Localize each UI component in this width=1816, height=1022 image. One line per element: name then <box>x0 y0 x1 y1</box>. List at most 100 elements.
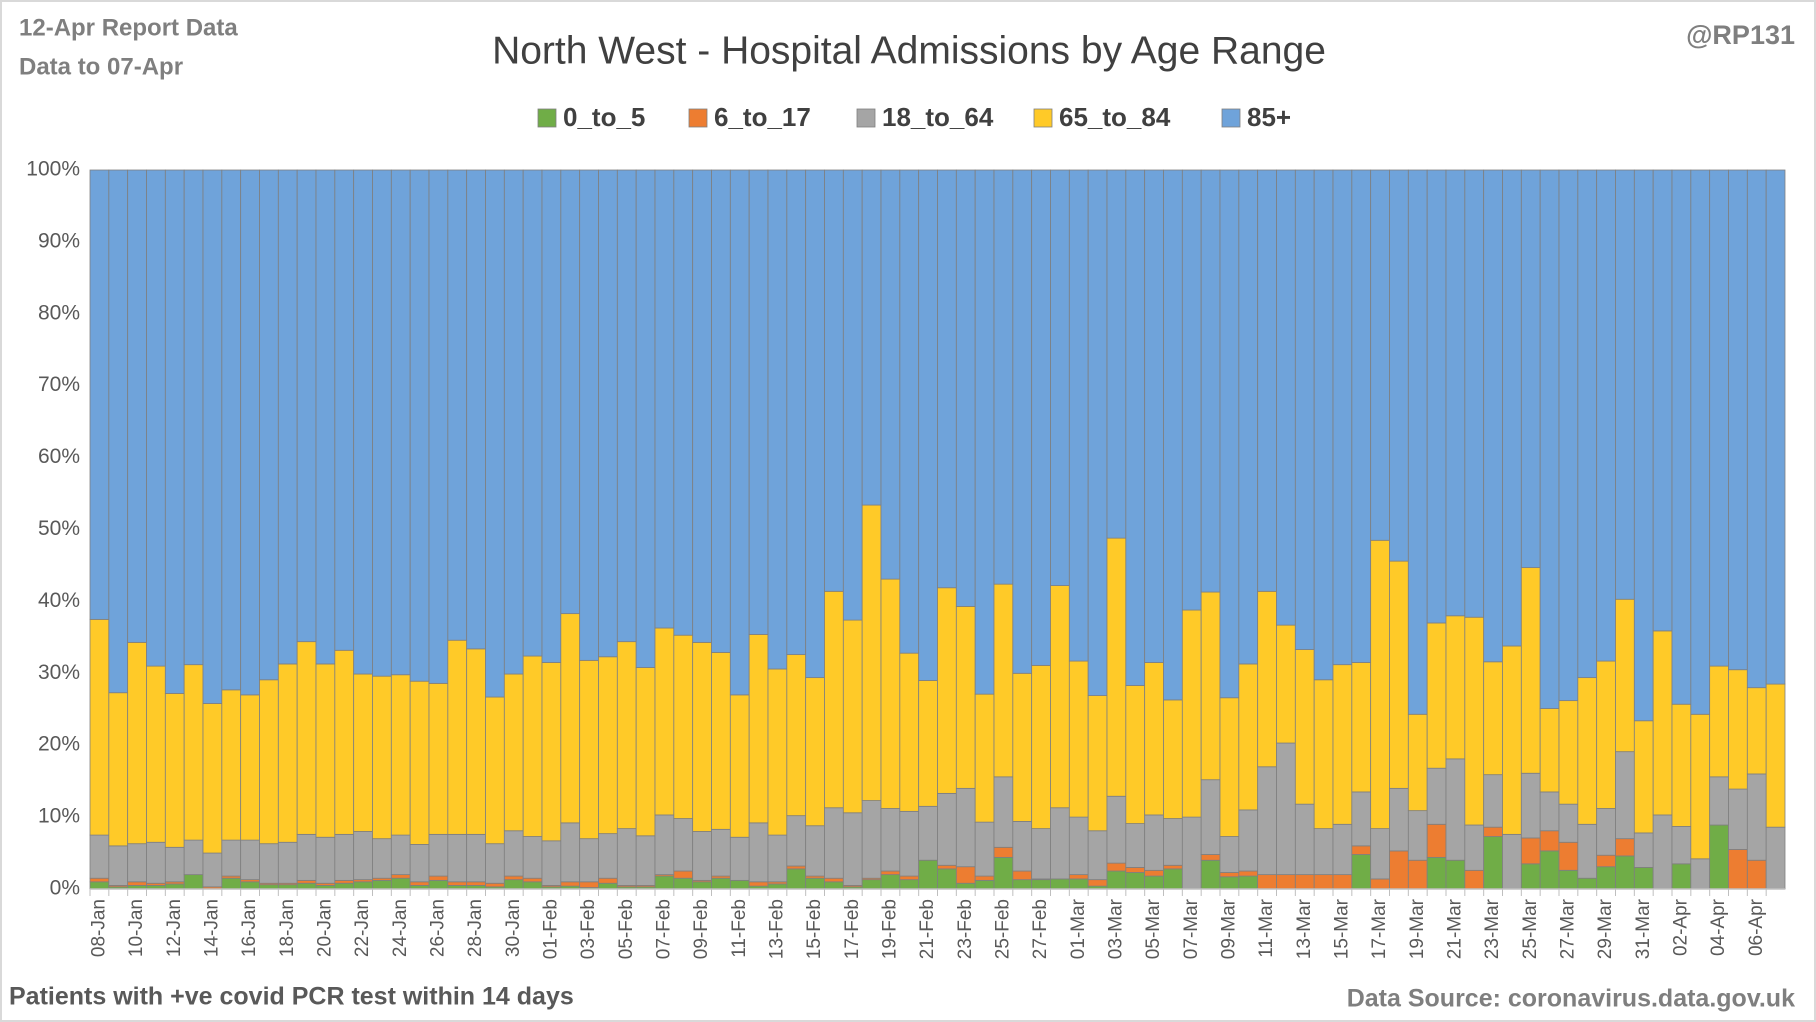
bar-segment <box>108 169 129 694</box>
bar-segment <box>296 879 317 884</box>
bar-segment <box>485 696 505 845</box>
bar-segment <box>1087 830 1108 881</box>
bar-segment <box>692 641 712 832</box>
bar-segment <box>202 703 223 854</box>
bar-segment <box>240 694 260 841</box>
bar-segment <box>729 694 750 838</box>
x-tick-label: 29-Mar <box>1595 898 1616 959</box>
bar-segment <box>1728 169 1748 671</box>
bar-segment <box>1709 665 1729 778</box>
bar-segment <box>1144 662 1164 816</box>
y-tick-label: 0% <box>50 877 80 900</box>
bar-segment <box>1163 818 1183 866</box>
bar-segment <box>240 881 260 890</box>
bar-segment <box>1596 660 1616 809</box>
footnote: Patients with +ve covid PCR test within … <box>9 983 574 1011</box>
bar-segment <box>1426 823 1447 858</box>
bar-segment <box>466 648 486 835</box>
bar-segment <box>1765 169 1786 685</box>
bar-segment <box>1671 169 1692 705</box>
bar-segment <box>1257 169 1277 592</box>
bar-segment <box>1577 677 1598 825</box>
bar-segment <box>1351 662 1372 793</box>
bar-segment <box>1577 823 1598 879</box>
bar-segment <box>1238 875 1259 890</box>
bar-segment <box>1219 872 1240 878</box>
bar-segment <box>1577 877 1598 890</box>
bar-segment <box>899 810 920 877</box>
bar-segment <box>466 881 486 886</box>
bar-segment <box>315 169 336 665</box>
bar-segment <box>1558 169 1579 702</box>
bar-segment <box>1031 879 1051 890</box>
bar-segment <box>1520 772 1541 839</box>
bar-segment <box>1464 616 1485 826</box>
bar-segment <box>353 673 373 832</box>
bar-segment <box>1746 859 1767 890</box>
bar-segment <box>748 881 769 887</box>
bar-segment <box>805 877 825 890</box>
bar-segment <box>1728 788 1748 850</box>
x-tick-label: 17-Mar <box>1369 898 1390 959</box>
bar-segment <box>1200 779 1221 855</box>
y-tick-label: 10% <box>38 805 80 828</box>
bar-segment <box>1050 585 1070 809</box>
bar-segment <box>692 881 712 890</box>
bar-segment <box>1125 867 1146 873</box>
bar-segment <box>409 881 430 886</box>
bar-segment <box>1238 870 1259 877</box>
bar-segment <box>711 652 731 830</box>
bar-segment <box>1181 816 1202 890</box>
x-tick-label: 21-Feb <box>917 899 938 959</box>
bar-segment <box>880 870 901 876</box>
bar-segment <box>1276 169 1296 626</box>
bar-segment <box>1313 679 1334 830</box>
bar-segment <box>1332 664 1353 825</box>
bar-segment <box>937 587 957 794</box>
x-tick-label: 22-Jan <box>352 899 373 957</box>
author: @RP131 <box>1686 20 1795 50</box>
bar-segment <box>1407 713 1428 812</box>
bar-segment <box>616 169 637 643</box>
bar-segment <box>673 634 694 819</box>
bar-segment <box>1746 169 1767 689</box>
x-tick-label: 15-Feb <box>804 899 825 959</box>
bar-segment <box>842 812 863 886</box>
bar-segment <box>955 787 976 868</box>
bar-segment <box>654 814 675 876</box>
bar-segment <box>861 169 882 506</box>
bar-segment <box>277 169 298 665</box>
bar-segment <box>1012 879 1033 890</box>
bar-segment <box>164 169 185 694</box>
bar-segment <box>390 674 411 836</box>
bar-segment <box>1313 828 1334 876</box>
bar-segment <box>1483 774 1503 828</box>
x-tick-label: 08-Jan <box>88 899 109 957</box>
bar-segment <box>635 667 656 837</box>
bar-segment <box>711 169 731 653</box>
bar-segment <box>1502 169 1522 647</box>
bar-segment <box>1068 169 1089 662</box>
bar-segment <box>1502 645 1522 835</box>
bar-segment <box>522 655 543 837</box>
bar-segment <box>1633 867 1654 890</box>
bar-segment <box>485 843 505 884</box>
x-tick-label: 30-Jan <box>503 899 524 957</box>
bar-segment <box>974 879 995 890</box>
bar-segment <box>861 504 882 801</box>
bar-segment <box>1558 869 1579 890</box>
bar-segment <box>974 875 995 881</box>
bar-segment <box>202 852 223 888</box>
bar-segment <box>334 833 355 881</box>
bar-segment <box>805 825 825 877</box>
bar-segment <box>1050 878 1070 890</box>
bar-segment <box>1539 791 1560 832</box>
bar-segment <box>146 841 166 884</box>
bar-segment <box>767 883 788 890</box>
bar-segment <box>1615 169 1635 600</box>
bar-segment <box>1502 833 1522 890</box>
bar-segment <box>692 831 712 881</box>
bar-segment <box>993 846 1014 858</box>
bar-segment <box>560 613 581 824</box>
bar-segment <box>598 833 618 879</box>
